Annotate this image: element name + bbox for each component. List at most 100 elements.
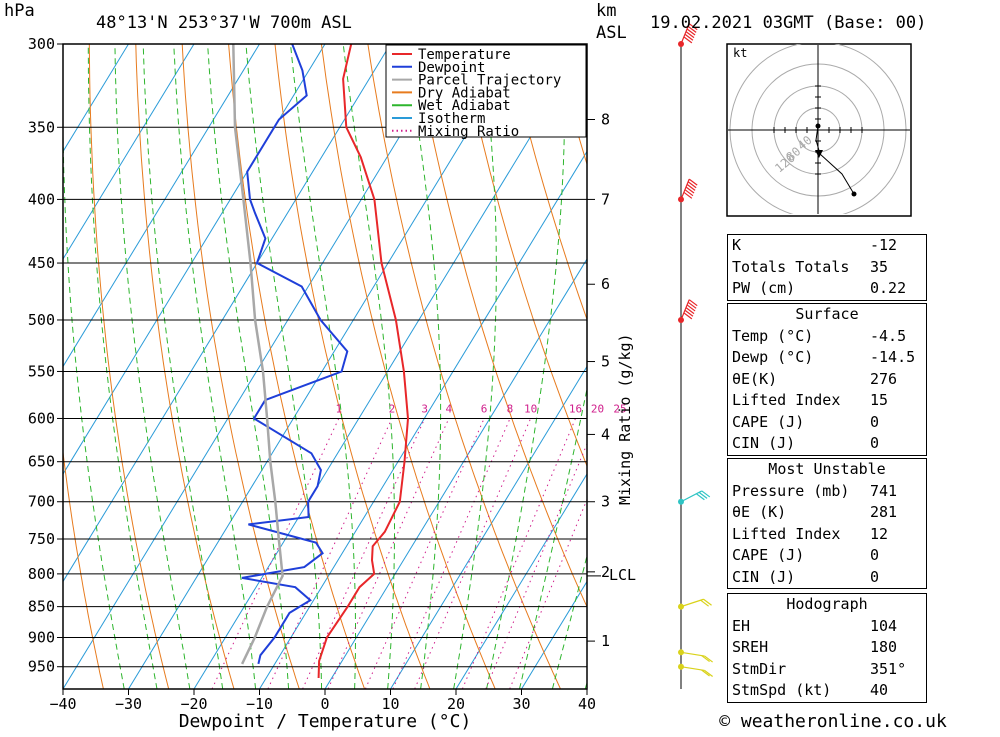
wet-adiabat-line — [208, 44, 289, 689]
table-value: 104 — [870, 616, 922, 638]
table-value: 0 — [870, 545, 922, 567]
wet-adiabat-line — [174, 44, 256, 689]
wind-barb-flag — [688, 182, 696, 188]
wind-barb-flag — [689, 179, 697, 185]
table-key: CAPE (J) — [732, 412, 804, 434]
table-value: 40 — [870, 680, 922, 702]
mixing-ratio-tick-label: 8 — [507, 402, 514, 415]
wind-barb — [681, 652, 705, 656]
table-title: Hodograph — [728, 594, 926, 616]
table-value: 35 — [870, 257, 922, 279]
wind-barb-flag — [702, 491, 710, 497]
table-row: PW (cm)0.22 — [728, 278, 926, 300]
table-key: Temp (°C) — [732, 326, 813, 348]
dry-adiabat-line — [414, 44, 626, 689]
mixing-ratio-line — [462, 419, 575, 690]
mixing-ratio-line — [365, 419, 484, 690]
table-value: -12 — [870, 235, 922, 257]
table-key: StmSpd (kt) — [732, 680, 831, 702]
table-value: 0.22 — [870, 278, 922, 300]
table-row: Pressure (mb)741 — [728, 481, 926, 503]
table-row: θE(K)276 — [728, 369, 926, 391]
wind-barb-flag — [685, 190, 693, 196]
pressure-tick-label: 600 — [28, 409, 55, 427]
mixing-ratio-tick-label: 20 — [591, 402, 604, 415]
wind-barb-flag — [686, 308, 694, 314]
height-tick-label: 7 — [601, 190, 610, 208]
dry-adiabat-line — [925, 44, 1000, 689]
wet-adiabat-line — [63, 44, 125, 689]
temperature-tick-label: 30 — [512, 695, 530, 713]
table-row: StmSpd (kt) 40 — [728, 680, 926, 702]
x-axis-label: Dewpoint / Temperature (°C) — [179, 711, 472, 732]
temperature-tick-label: −40 — [49, 695, 76, 713]
mixing-ratio-tick-label: 2 — [389, 402, 396, 415]
wind-barb — [681, 491, 702, 502]
pressure-tick-label: 300 — [28, 35, 55, 53]
pressure-tick-label: 750 — [28, 530, 55, 548]
height-tick-label: 6 — [601, 275, 610, 293]
table-title: Surface — [728, 304, 926, 326]
wind-barb-flag — [684, 313, 692, 319]
table-value: 0 — [870, 412, 922, 434]
table-value: 281 — [870, 502, 922, 524]
table-key: CIN (J) — [732, 433, 795, 455]
wind-barb-flag — [685, 310, 693, 316]
wind-barb — [681, 599, 704, 606]
pressure-tick-label: 900 — [28, 629, 55, 647]
table-key: θE (K) — [732, 502, 786, 524]
table-key: CAPE (J) — [732, 545, 804, 567]
height-tick-label: 3 — [601, 493, 610, 511]
wind-barb-flag — [685, 34, 693, 40]
table-value: 15 — [870, 390, 922, 412]
mixing-ratio-tick-label: 4 — [446, 402, 453, 415]
wind-barb-flag — [704, 599, 712, 605]
wet-adiabat-line — [454, 44, 497, 689]
table-row: CIN (J)0 — [728, 567, 926, 589]
pressure-tick-label: 350 — [28, 118, 55, 136]
wet-adiabat-line — [143, 44, 223, 689]
table-key: Lifted Index — [732, 524, 840, 546]
table-row: CAPE (J) 0 — [728, 412, 926, 434]
pressure-tick-label: 800 — [28, 565, 55, 583]
lcl-label: LCL — [609, 566, 636, 584]
table-key: θE(K) — [732, 369, 777, 391]
isotherm-line — [129, 44, 522, 689]
pressure-unit-label: hPa — [4, 1, 35, 21]
table-value: 180 — [870, 637, 922, 659]
mixing-ratio-tick-label: 3 — [421, 402, 428, 415]
pressure-tick-label: 850 — [28, 598, 55, 616]
table-key: EH — [732, 616, 750, 638]
wet-adiabat-line — [88, 44, 157, 689]
pressure-tick-label: 700 — [28, 493, 55, 511]
wind-barb-flag — [686, 187, 694, 193]
table-row: CAPE (J) 0 — [728, 545, 926, 567]
table-row: K -12 — [728, 235, 926, 257]
dry-adiabat-line — [182, 44, 299, 689]
table-row: θE (K) 281 — [728, 502, 926, 524]
wet-adiabat-line — [407, 44, 441, 689]
table-value: 0 — [870, 433, 922, 455]
datetime-title: 19.02.2021 03GMT (Base: 00) — [650, 13, 926, 33]
wind-barb-flag — [699, 492, 707, 498]
table-title: Most Unstable — [728, 459, 926, 481]
height-tick-label: 4 — [601, 425, 610, 443]
wet-adiabat-line — [115, 44, 190, 689]
table-key: K — [732, 235, 741, 257]
wet-adiabat-line — [246, 44, 322, 689]
table-value: 0 — [870, 567, 922, 589]
mixing-ratio-line — [212, 419, 339, 690]
hodograph-unit: kt — [733, 46, 747, 60]
temperature-tick-label: 40 — [578, 695, 596, 713]
mixing-ratio-tick-label: 6 — [481, 402, 488, 415]
wind-barb-flag — [687, 305, 695, 311]
location-title: 48°13'N 253°37'W 700m ASL — [96, 13, 352, 33]
wind-barb-flag — [688, 302, 696, 308]
mixing-ratio-tick-label: 16 — [569, 402, 582, 415]
